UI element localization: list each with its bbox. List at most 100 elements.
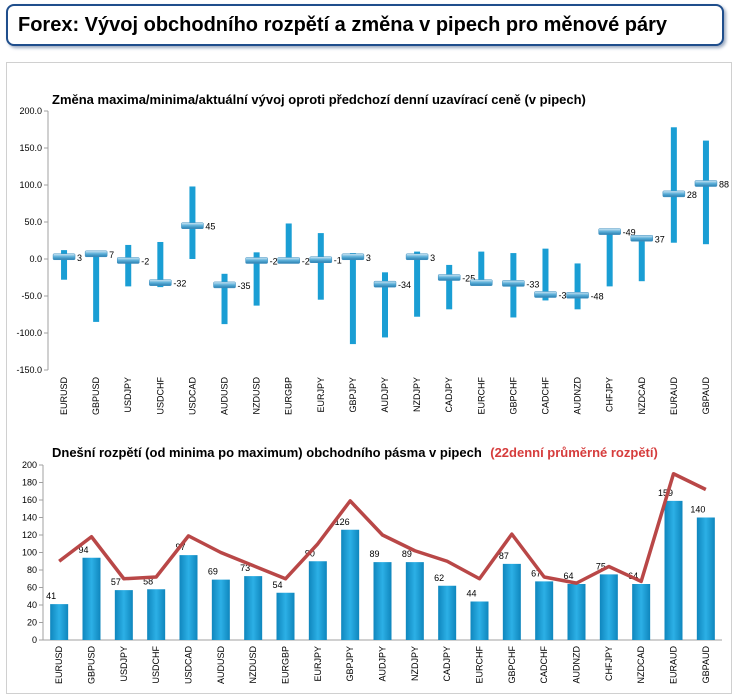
chart1-x-tick-label: AUDNZD (573, 377, 583, 415)
chart1-range-bar (478, 251, 485, 286)
chart1-y-tick-label: -100.0 (16, 328, 42, 338)
chart1-current-marker (52, 253, 76, 261)
chart2-plot: 20018016014012010080604020041EURUSD94GBP… (22, 460, 722, 684)
chart2-x-tick-label: GBPJPY (345, 646, 355, 682)
chart2-data-label: 159 (658, 488, 673, 498)
chart1-current-marker (598, 228, 621, 235)
chart1-range-bar (317, 233, 324, 300)
chart1-x-tick-label: CHFJPY (605, 377, 615, 412)
chart1-data-label: -25 (462, 274, 475, 284)
chart2-x-tick-label: GBPAUD (701, 646, 711, 684)
chart2-x-tick-label: NZDUSD (248, 646, 258, 684)
chart1-x-tick-label: USDCAD (187, 377, 197, 416)
chart2-bar (179, 555, 198, 640)
chart1-current-marker (181, 222, 204, 229)
chart2-y-tick-label: 200 (22, 460, 37, 470)
chart2-x-tick-label: EURGBP (281, 646, 291, 684)
chart2-data-label: 54 (272, 580, 282, 590)
chart1-range-bar (606, 229, 613, 287)
chart1-data-label: -2 (270, 256, 278, 266)
chart2-title-highlight: (22denní průměrné rozpětí) (490, 445, 658, 460)
chart1-x-tick-label: NZDJPY (412, 377, 422, 412)
chart1-range-bar (414, 251, 421, 317)
chart2-data-label: 58 (143, 576, 153, 586)
chart2-y-tick-label: 160 (22, 495, 37, 505)
chart2-x-tick-label: EURUSD (54, 646, 64, 685)
chart1-data-label: -2 (302, 256, 310, 266)
chart1-y-tick-label: -50.0 (21, 291, 42, 301)
header-title-box: Forex: Vývoj obchodního rozpětí a změna … (6, 4, 724, 46)
chart2-bar (632, 584, 651, 640)
chart2-bar (114, 590, 133, 640)
chart1-x-tick-label: CADCHF (540, 376, 550, 414)
chart2-bar (696, 517, 715, 640)
chart2-x-tick-label: CADCHF (539, 645, 549, 683)
chart2-bar (373, 562, 392, 640)
chart1-current-marker (662, 190, 686, 198)
chart1-x-tick-label: USDJPY (123, 377, 133, 413)
chart2-bar (438, 585, 457, 640)
chart1-current-marker (437, 274, 461, 281)
chart1-data-label: 28 (687, 190, 697, 200)
chart2-data-label: 69 (208, 567, 218, 577)
chart1-data-label: 7 (109, 250, 114, 260)
page-title: Forex: Vývoj obchodního rozpětí a změna … (18, 14, 668, 36)
chart1-current-marker (149, 279, 172, 286)
chart1-x-tick-label: GBPJPY (348, 377, 358, 413)
chart2-data-label: 87 (499, 551, 509, 561)
chart2-data-label: 64 (563, 571, 573, 581)
chart1-range-bar (542, 248, 549, 301)
chart1-range-bar (574, 263, 581, 310)
chart2-data-label: 75 (596, 561, 606, 571)
chart1-x-tick-label: GBPCHF (508, 377, 518, 415)
chart1-current-marker (630, 235, 654, 242)
chart1-data-label: 45 (205, 222, 215, 232)
chart2-y-tick-label: 20 (27, 618, 37, 628)
chart2-x-tick-label: NZDCAD (636, 646, 646, 684)
chart1-current-marker (341, 253, 365, 261)
chart2-data-label: 89 (369, 549, 379, 559)
chart2-x-tick-label: CADJPY (442, 646, 452, 682)
chart2-y-tick-label: 120 (22, 530, 37, 540)
chart2-data-label: 41 (46, 591, 56, 601)
chart1-current-marker (405, 253, 429, 261)
chart2-x-tick-label: EURCHF (475, 645, 485, 683)
chart1-x-tick-label: AUDJPY (380, 377, 390, 413)
chart2-bar (405, 562, 424, 640)
chart2-data-label: 62 (434, 573, 444, 583)
chart2-bar (308, 561, 327, 640)
chart2-x-tick-label: EURJPY (313, 646, 323, 682)
chart1-y-tick-label: 100.0 (19, 180, 42, 190)
chart2-x-tick-label: AUDUSD (216, 646, 226, 685)
chart1-range-bar (382, 272, 388, 338)
chart1-data-label: 3 (366, 253, 371, 263)
chart1-data-label: -35 (238, 281, 251, 291)
chart1-range-bar (61, 250, 68, 280)
chart1-range-bar (702, 140, 709, 245)
chart1-data-label: -34 (398, 280, 411, 290)
chart1-data-label: 3 (430, 253, 435, 263)
chart2-data-label: 44 (466, 589, 476, 599)
chart2-data-label: 140 (690, 505, 705, 515)
chart2-bar (535, 581, 554, 640)
chart1-x-tick-label: NZDUSD (252, 377, 262, 415)
chart1-data-label: -33 (526, 279, 539, 289)
chart2-bar (147, 589, 166, 640)
chart2-y-tick-label: 0 (32, 635, 37, 645)
chart2-bar (276, 592, 295, 640)
chart2-x-tick-label: CHFJPY (604, 646, 614, 681)
chart1-x-tick-label: AUDUSD (220, 377, 230, 416)
chart1-range-bar (93, 253, 100, 322)
chart1-range-bar (638, 235, 645, 282)
chart2-x-tick-label: USDCHF (151, 645, 161, 683)
chart1-range-bar (670, 127, 677, 243)
chart1-x-tick-label: GBPAUD (701, 377, 711, 415)
chart1-data-label: 3 (77, 253, 82, 263)
chart1-x-tick-label: EURCHF (476, 376, 486, 414)
chart1-range-bar (349, 253, 356, 345)
chart2-bar (211, 579, 230, 640)
chart2-x-tick-label: AUDNZD (572, 646, 582, 684)
chart2-title: Dnešní rozpětí (od minima po maximum) ob… (52, 445, 482, 460)
chart1-data-label: -1 (334, 256, 342, 266)
